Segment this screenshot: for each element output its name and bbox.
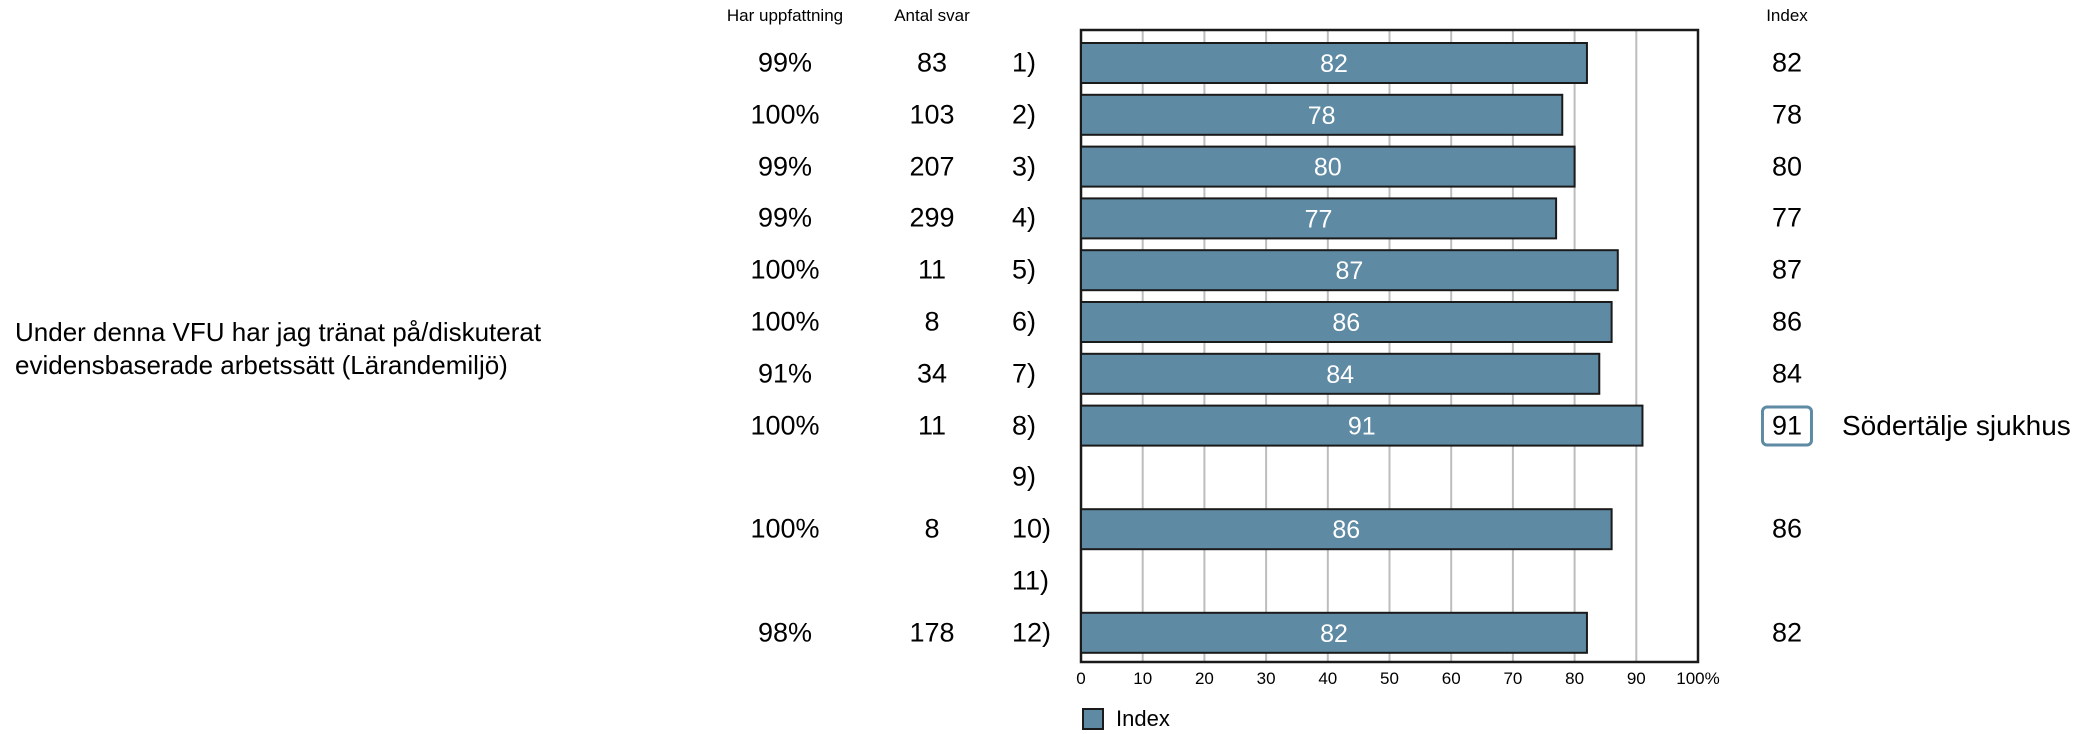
x-tick-label: 20 xyxy=(1195,669,1214,688)
answers-count: 178 xyxy=(909,617,955,648)
x-tick-label: 70 xyxy=(1503,669,1522,688)
x-tick-label: 100% xyxy=(1676,669,1719,688)
answers-count: 83 xyxy=(916,47,948,78)
opinion-value: 98% xyxy=(757,617,813,648)
x-tick-label: 60 xyxy=(1442,669,1461,688)
bar xyxy=(1080,611,1588,654)
bar-value-label: 80 xyxy=(1314,154,1342,182)
bar-value-label: 91 xyxy=(1348,413,1376,441)
x-tick-label: 30 xyxy=(1257,669,1276,688)
answers-count: 34 xyxy=(916,358,948,389)
legend-label: Index xyxy=(1116,706,1170,731)
index-value: 87 xyxy=(1771,254,1803,285)
bar-value-label: 78 xyxy=(1308,102,1336,130)
answers-count: 8 xyxy=(924,513,940,544)
opinion-value: 100% xyxy=(750,513,820,544)
row-label: 6) xyxy=(1012,306,1037,337)
opinion-value: 99% xyxy=(757,202,813,233)
row-label: 7) xyxy=(1012,358,1037,389)
row-label: 5) xyxy=(1012,254,1037,285)
answers-count: 299 xyxy=(909,202,955,233)
answers-count: 103 xyxy=(909,99,955,130)
bar-value-label: 82 xyxy=(1320,50,1348,78)
x-tick-label: 0 xyxy=(1076,669,1085,688)
row-label: 9) xyxy=(1012,461,1037,492)
index-value: 80 xyxy=(1771,151,1803,182)
opinion-value: 100% xyxy=(750,254,820,285)
highlight-label: Södertälje sjukhus xyxy=(1842,409,2071,441)
answers-count: 8 xyxy=(924,306,940,337)
bar xyxy=(1080,508,1613,551)
bar xyxy=(1080,197,1558,240)
bar xyxy=(1080,404,1644,447)
bar-value-label: 84 xyxy=(1326,361,1354,389)
opinion-value: 100% xyxy=(750,99,820,130)
row-label: 4) xyxy=(1012,202,1037,233)
opinion-value: 99% xyxy=(757,151,813,182)
row-label: 3) xyxy=(1012,151,1037,182)
bar xyxy=(1080,249,1619,292)
index-value: 84 xyxy=(1771,358,1803,389)
index-value: 78 xyxy=(1771,99,1803,130)
index-value: 77 xyxy=(1771,202,1803,233)
opinion-value: 99% xyxy=(757,47,813,78)
bar xyxy=(1080,93,1564,136)
bar-value-label: 77 xyxy=(1305,205,1333,233)
x-tick-label: 50 xyxy=(1380,669,1399,688)
x-tick-label: 80 xyxy=(1565,669,1584,688)
answers-column-header: Antal svar xyxy=(894,6,970,25)
bar xyxy=(1080,145,1576,188)
index-value: 82 xyxy=(1771,617,1803,648)
x-tick-label: 90 xyxy=(1627,669,1646,688)
answers-count: 11 xyxy=(917,410,947,441)
index-column-header: Index xyxy=(1766,6,1808,25)
bar-value-label: 82 xyxy=(1320,620,1348,648)
row-label: 8) xyxy=(1012,410,1037,441)
highlighted-index-value: 91 xyxy=(1760,405,1814,447)
opinion-value: 100% xyxy=(750,306,820,337)
question-text: Under denna VFU har jag tränat på/diskut… xyxy=(15,317,542,380)
index-value: 86 xyxy=(1771,513,1803,544)
legend-swatch xyxy=(1082,708,1104,730)
index-value: 86 xyxy=(1771,306,1803,337)
row-label: 10) xyxy=(1012,513,1052,544)
opinion-value: 91% xyxy=(757,358,813,389)
row-label: 11) xyxy=(1012,565,1050,596)
index-value: 82 xyxy=(1771,47,1803,78)
chart-legend: Index xyxy=(1082,706,1170,732)
bar-value-label: 86 xyxy=(1332,309,1360,337)
bar-value-label: 86 xyxy=(1332,516,1360,544)
bar-value-label: 87 xyxy=(1335,257,1363,285)
answers-count: 11 xyxy=(917,254,947,285)
bar xyxy=(1080,42,1588,84)
x-tick-label: 10 xyxy=(1133,669,1152,688)
x-tick-label: 40 xyxy=(1318,669,1337,688)
answers-count: 207 xyxy=(909,151,955,182)
opinion-column-header: Har uppfattning xyxy=(726,6,844,25)
row-label: 12) xyxy=(1012,617,1052,648)
row-label: 2) xyxy=(1012,99,1037,130)
bar xyxy=(1080,352,1601,395)
opinion-value: 100% xyxy=(750,410,820,441)
bar xyxy=(1080,301,1613,343)
row-label: 1) xyxy=(1012,47,1037,78)
plot-frame xyxy=(1079,28,1700,664)
